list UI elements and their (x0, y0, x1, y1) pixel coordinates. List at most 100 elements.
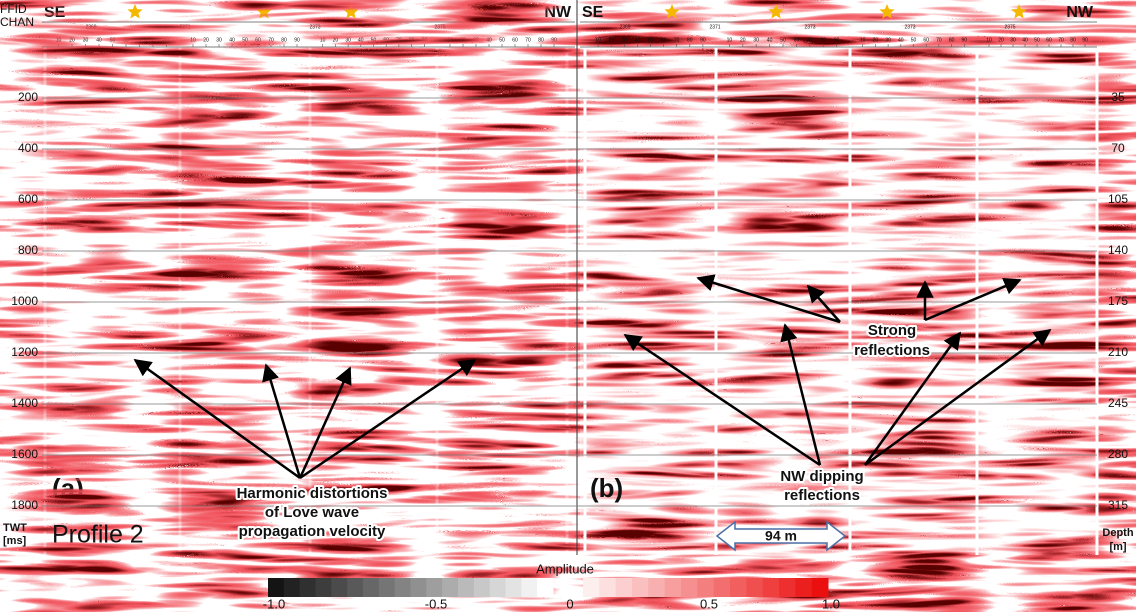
colorbar-label: -1.0 (263, 596, 285, 611)
colorbar-step (347, 578, 364, 597)
shot-star (256, 4, 272, 19)
chan-label: 50 (499, 37, 505, 43)
arrow (298, 366, 352, 479)
chan-label: 50 (110, 37, 116, 43)
chan-label: 90 (1082, 37, 1088, 43)
ffid-label: 2373 (804, 24, 815, 30)
chan-label: 10 (190, 37, 196, 43)
arrow (780, 323, 822, 466)
colorbar-label: 0 (566, 596, 573, 611)
shot-star (127, 4, 143, 19)
depth-tick: 140 (1108, 243, 1128, 257)
heading: SE (44, 4, 66, 21)
chan-label: 60 (661, 37, 667, 43)
annotation: of Love wave (265, 504, 359, 521)
colorbar-step (648, 578, 666, 597)
annotation: reflections (784, 487, 860, 504)
chan-label: 60 (794, 37, 800, 43)
header-label: CHAN (0, 15, 34, 29)
colorbar-step (268, 578, 285, 597)
chan-label: 80 (949, 37, 955, 43)
colorbar-label: 0.5 (700, 596, 718, 611)
chan-label: 80 (409, 37, 415, 43)
chan-label: 30 (753, 37, 759, 43)
chan-label: 90 (294, 37, 300, 43)
chan-label: 60 (923, 37, 929, 43)
time-tick: 600 (18, 192, 38, 206)
ffid-label: 2371 (709, 24, 720, 30)
annotation-halo: reflections (854, 342, 930, 359)
chan-label: 20 (998, 37, 1004, 43)
annotation-halo: NW dipping (780, 468, 863, 485)
time-tick: 1800 (11, 498, 38, 512)
colorbar-step (378, 578, 396, 597)
colorbar-step (537, 578, 554, 597)
depth-title: [m] (1109, 541, 1126, 553)
annotation: propagation velocity (239, 523, 386, 540)
chan-label: 10 (320, 37, 326, 43)
colorbar-step (489, 578, 506, 597)
chan-label: 30 (885, 37, 891, 43)
chan-label: 80 (281, 37, 287, 43)
arrow (864, 328, 1052, 467)
time-tick: 1400 (11, 396, 38, 410)
ffid-label: 2369 (85, 24, 96, 30)
depth-tick: 70 (1111, 141, 1125, 155)
colorbar-step (583, 578, 600, 597)
chan-label: 50 (648, 37, 654, 43)
colorbar-step (599, 578, 617, 597)
depth-tick: 245 (1108, 396, 1128, 410)
colorbar-step (426, 578, 443, 597)
chan-label: 20 (203, 37, 209, 43)
colorbar-step (394, 578, 411, 597)
time-title: TWT (3, 522, 27, 534)
header-label: FFID (0, 2, 27, 16)
ffid-label: 2371 (179, 24, 190, 30)
time-tick: 400 (18, 141, 38, 155)
colorbar-step (697, 578, 715, 597)
annotation-halo: Strong (868, 322, 916, 339)
panel-label: (a) (52, 473, 84, 503)
chan-label: 60 (255, 37, 261, 43)
chan-label: 60 (123, 37, 129, 43)
annotation: NW dipping (780, 468, 863, 485)
colorbar-step (730, 578, 747, 597)
chan-label: 60 (512, 37, 518, 43)
chan-label: 10 (595, 37, 601, 43)
chan-label: 40 (358, 37, 364, 43)
profile-label: Profile 2 (52, 521, 144, 549)
chan-label: 40 (486, 37, 492, 43)
chan-label: 20 (333, 37, 339, 43)
chan-label: 80 (687, 37, 693, 43)
chan-label: 80 (150, 37, 156, 43)
chan-label: 80 (538, 37, 544, 43)
arrow (133, 358, 301, 480)
ffid-label: 2369 (619, 24, 630, 30)
chan-label: 70 (137, 37, 143, 43)
chan-label: 70 (674, 37, 680, 43)
time-tick: 800 (18, 243, 38, 257)
depth-tick: 210 (1108, 345, 1128, 359)
chan-label: 90 (834, 37, 840, 43)
colorbar-step (283, 578, 301, 597)
colorbar-step (410, 578, 427, 597)
time-title: [ms] (3, 535, 27, 547)
shot-star (768, 4, 784, 19)
arrow (623, 333, 821, 467)
heading: SE (582, 4, 604, 21)
shot-star (475, 4, 491, 19)
chan-label: 80 (1070, 37, 1076, 43)
colorbar-step (779, 578, 796, 597)
colorbar-step (442, 578, 459, 597)
colorbar-step (363, 578, 380, 597)
colorbar-step (315, 578, 332, 597)
annotation-halo: of Love wave (265, 504, 359, 521)
colorbar-step (664, 578, 682, 597)
depth-tick: 175 (1108, 294, 1128, 308)
seismic-black (580, 47, 1097, 555)
chan-label: 80 (820, 37, 826, 43)
chan-label: 70 (807, 37, 813, 43)
chan-label: 70 (936, 37, 942, 43)
